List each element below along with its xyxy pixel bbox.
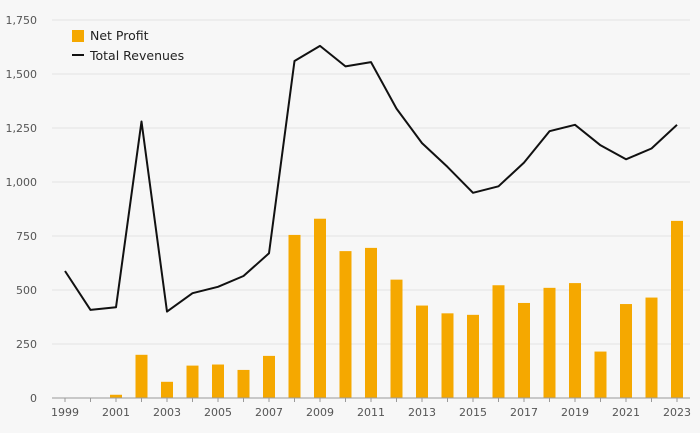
bar-net-profit: [543, 287, 556, 398]
legend-label-total-revenues: Total Revenues: [89, 48, 184, 63]
bar-net-profit: [594, 351, 607, 398]
bar-net-profit: [569, 283, 581, 398]
bar-net-profit: [365, 247, 377, 398]
bar-net-profit: [314, 218, 326, 398]
x-tick-label: 2019: [561, 406, 589, 419]
x-tick-label: 2003: [153, 406, 181, 419]
grid-layer: [52, 19, 690, 345]
legend-swatch-net-profit: [72, 30, 84, 42]
bar-net-profit: [467, 314, 479, 398]
y-tick-label: 250: [16, 338, 37, 351]
bar-net-profit: [212, 364, 224, 398]
x-tick-label: 2023: [663, 406, 691, 419]
y-tick-label: 1,250: [6, 122, 38, 135]
bar-net-profit: [237, 369, 250, 398]
y-tick-label: 500: [16, 284, 37, 297]
x-tick-label: 2005: [204, 406, 232, 419]
bar-net-profit: [441, 313, 454, 398]
bar-net-profit: [620, 304, 632, 398]
y-tick-label: 1,750: [6, 14, 38, 27]
y-tick-label: 1,000: [6, 176, 38, 189]
bar-net-profit: [416, 305, 428, 398]
bar-net-profit: [492, 285, 505, 398]
bar-net-profit: [339, 251, 352, 398]
legend-label-net-profit: Net Profit: [90, 28, 149, 43]
x-tick-label: 2015: [459, 406, 487, 419]
bar-net-profit: [390, 279, 403, 398]
line-layer: [64, 44, 678, 313]
y-tick-label: 0: [30, 392, 37, 405]
x-tick-label: 2013: [408, 406, 436, 419]
bar-net-profit: [186, 365, 199, 398]
bar-net-profit: [288, 234, 301, 398]
x-tick-label: 2009: [306, 406, 334, 419]
x-tick-label: 2021: [612, 406, 640, 419]
x-tick-label: 2017: [510, 406, 538, 419]
x-tick-label: 2011: [357, 406, 385, 419]
bar-layer: [110, 218, 683, 398]
axis-layer: 0 250 500 750 1,000 1,250 1,500 1,750 1999 2001 20…: [6, 14, 692, 419]
bar-net-profit: [110, 394, 122, 398]
bar-net-profit: [671, 220, 683, 398]
bar-net-profit: [263, 355, 275, 398]
legend: Net Profit Total Revenues: [72, 28, 184, 63]
x-tick-label: 2001: [102, 406, 130, 419]
bar-net-profit: [518, 302, 530, 398]
y-tick-label: 1,500: [6, 68, 38, 81]
x-tick-label: 2007: [255, 406, 283, 419]
y-tick-label: 750: [16, 230, 37, 243]
bar-net-profit: [645, 297, 658, 398]
bar-net-profit: [161, 381, 173, 398]
x-tick-label: 1999: [51, 406, 79, 419]
bar-net-profit: [135, 354, 148, 398]
